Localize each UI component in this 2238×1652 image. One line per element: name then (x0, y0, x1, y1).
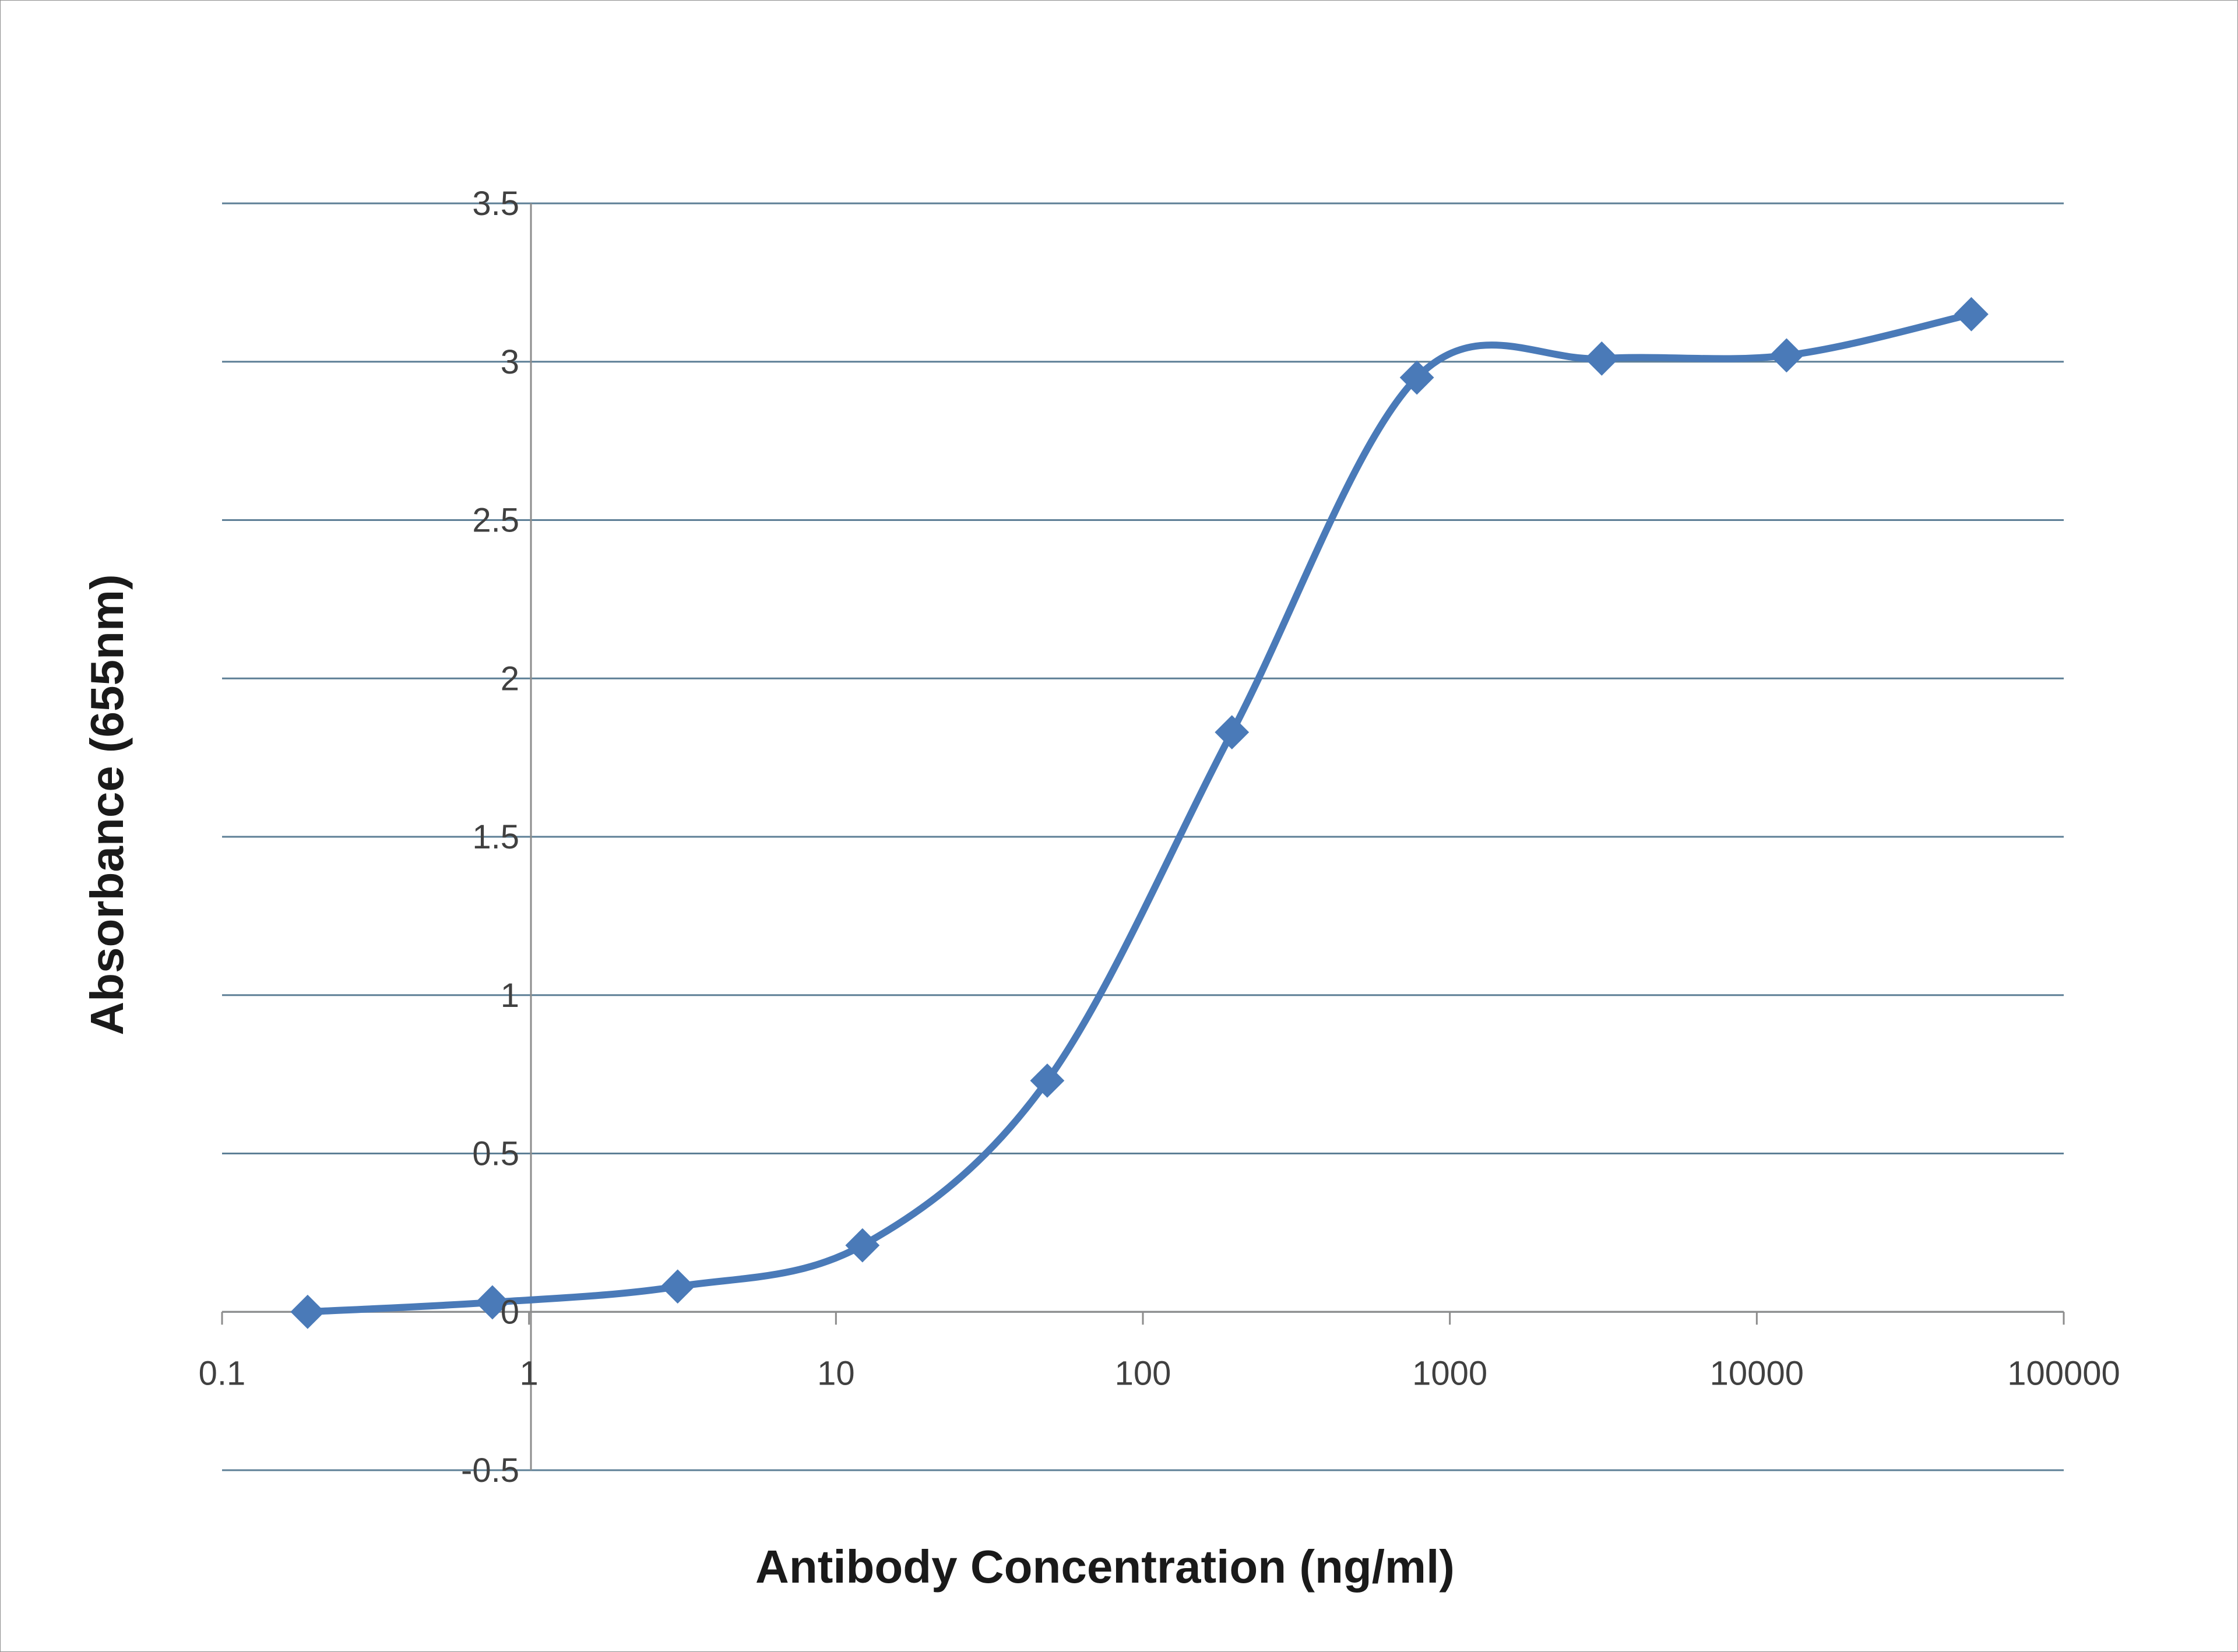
y-tick-label: 3.5 (472, 185, 519, 223)
x-tick-label: 1 (520, 1354, 539, 1392)
y-tick-label: 2 (501, 660, 519, 698)
x-tick-label: 10000 (1710, 1354, 1804, 1392)
x-tick-label: 100000 (2007, 1354, 2120, 1392)
series-layer (304, 311, 1975, 1316)
y-tick-label: 1.5 (472, 818, 519, 856)
y-axis-title: Absorbance (655nm) (81, 574, 133, 1035)
x-tick-label: 1000 (1412, 1354, 1487, 1392)
data-point-marker (1584, 341, 1619, 376)
data-point-marker (1215, 715, 1250, 750)
marker-layer (290, 297, 1989, 1329)
tick-labels: -0.5 0 0.5 1 1.5 2 2.5 3 3.5 0.1 1 10 100 1000 10000 10… (199, 185, 2120, 1489)
data-point-marker (1030, 1063, 1065, 1098)
x-tick-label: 10 (817, 1354, 855, 1392)
y-tick-label: 0.5 (472, 1135, 519, 1173)
y-tick-label: 1 (501, 977, 519, 1015)
y-tick-label: 2.5 (472, 502, 519, 540)
x-tick-label: 100 (1115, 1354, 1171, 1392)
x-tick-label: 0.1 (199, 1354, 246, 1392)
data-point-marker (660, 1269, 695, 1304)
y-tick-label: -0.5 (461, 1452, 519, 1489)
series-line (304, 311, 1975, 1316)
x-axis-title: Antibody Concentration (ng/ml) (755, 1541, 1455, 1593)
data-point-marker (475, 1285, 510, 1320)
data-point-marker (845, 1228, 880, 1263)
data-point-marker (1954, 297, 1989, 332)
y-tick-label: 3 (501, 343, 519, 381)
data-point-marker (1399, 360, 1434, 395)
data-point-marker (1769, 338, 1804, 373)
axes (221, 203, 2065, 1470)
y-tick-label: 0 (501, 1293, 519, 1331)
data-point-marker (290, 1294, 325, 1329)
